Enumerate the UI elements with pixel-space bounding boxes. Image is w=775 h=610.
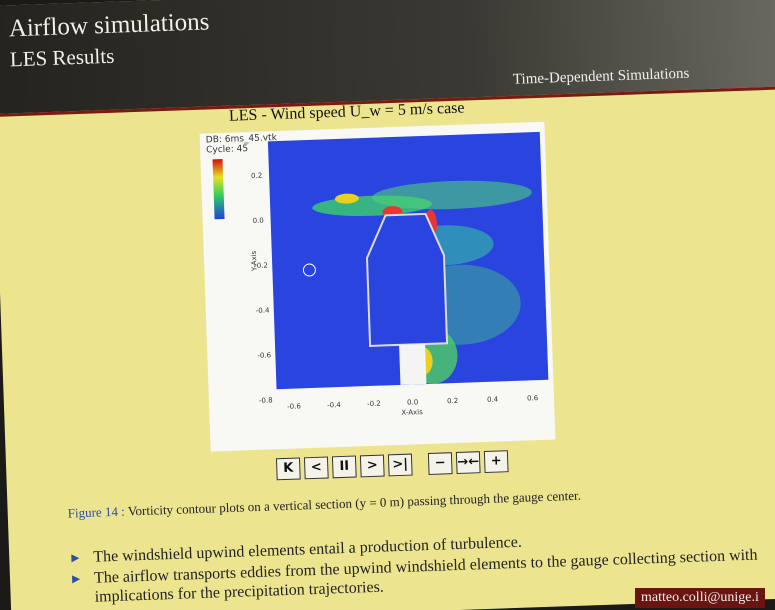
y-tick-label: -0.6 xyxy=(257,351,271,359)
x-tick-label: 0.2 xyxy=(447,397,458,405)
figure-panel: DB: 6ms_45.vtk Cycle: 45 Y-Axis X-Ax xyxy=(200,122,556,452)
caption: Figure 14 : Vorticity contour plots on a… xyxy=(67,480,747,523)
color-bar xyxy=(212,159,224,219)
y-tick-label: 0.0 xyxy=(253,217,264,225)
gauge-shield xyxy=(366,213,447,346)
x-tick-label: -0.6 xyxy=(287,402,301,410)
gauge-stem xyxy=(399,344,426,385)
slide: Airflow simulations LES Results Time-Dep… xyxy=(0,0,775,610)
player-button: >| xyxy=(388,454,413,477)
player-button: − xyxy=(428,452,453,475)
player-button: < xyxy=(304,456,329,479)
subtitle: LES Results xyxy=(9,44,114,73)
caption-text: Vorticity contour plots on a vertical se… xyxy=(128,488,582,519)
footer-email: matteo.colli@unige.i xyxy=(635,588,765,608)
x-axis-label: X-Axis xyxy=(401,408,423,417)
x-tick-label: 0.4 xyxy=(487,396,498,404)
y-tick-label: -0.8 xyxy=(259,396,273,404)
x-tick-label: -0.4 xyxy=(327,401,341,409)
y-tick-label: 0.2 xyxy=(251,172,262,180)
y-tick-label: -0.4 xyxy=(256,306,270,314)
player-button: K xyxy=(276,457,301,480)
player-button: > xyxy=(360,455,385,478)
player-button: + xyxy=(484,450,509,473)
x-tick-label: 0.6 xyxy=(527,394,538,402)
player-button: →← xyxy=(456,451,481,474)
player-button: II xyxy=(332,456,357,479)
y-tick-label: -0.2 xyxy=(254,261,268,269)
caption-label: Figure 14 : xyxy=(67,504,125,521)
photo: Airflow simulations LES Results Time-Dep… xyxy=(0,0,775,610)
x-tick-label: -0.2 xyxy=(367,400,381,408)
x-tick-label: 0.0 xyxy=(407,398,418,406)
